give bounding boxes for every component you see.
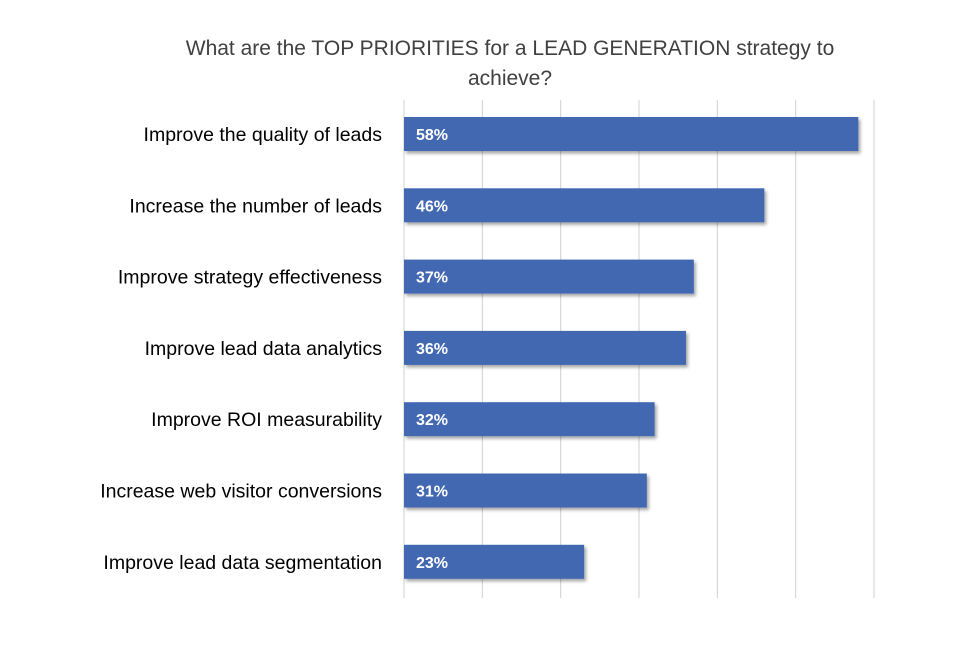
data-label: 36% (416, 341, 448, 358)
data-label: 37% (416, 270, 448, 287)
bar (404, 473, 647, 508)
bar (404, 117, 859, 151)
category-label: Improve ROI measurability (151, 409, 382, 431)
category-label: Improve the quality of leads (144, 124, 383, 146)
category-label: Increase the number of leads (129, 195, 382, 217)
data-label: 31% (416, 484, 448, 501)
category-label: Improve lead data analytics (145, 338, 383, 360)
bar (404, 402, 655, 437)
category-label: Improve lead data segmentation (103, 552, 382, 574)
data-label: 58% (416, 127, 448, 144)
data-label: 23% (416, 555, 448, 572)
bar (404, 330, 686, 365)
data-label: 32% (416, 412, 448, 429)
category-label: Improve strategy effectiveness (118, 267, 382, 289)
bar (404, 544, 585, 579)
bar (404, 259, 694, 294)
chart-title: What are the TOP PRIORITIES for a LEAD G… (185, 37, 835, 90)
category-label: Increase web visitor conversions (100, 481, 382, 503)
bar (404, 188, 765, 223)
data-label: 46% (416, 198, 448, 215)
